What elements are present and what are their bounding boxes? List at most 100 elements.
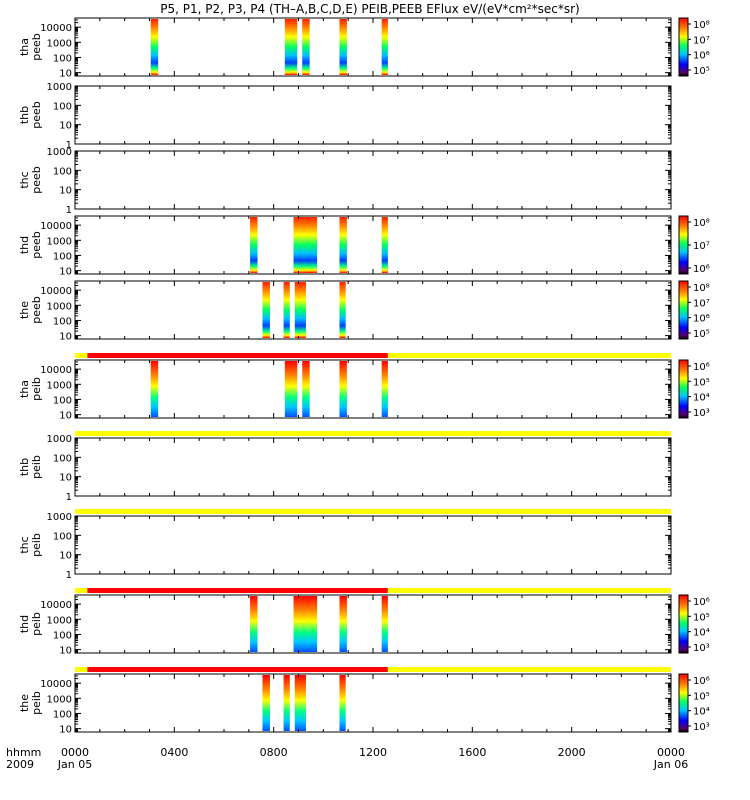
panel-thb-peeb: 1000 100 10 1 thb peeb (18, 82, 672, 151)
data-interval (339, 217, 347, 273)
panel-label-probe: thc (18, 171, 31, 188)
y-tick-label: 10 (59, 332, 72, 343)
data-interval (339, 596, 347, 652)
colorbar (678, 17, 689, 77)
data-interval (293, 596, 318, 652)
panel-frame (74, 17, 672, 77)
colorbar-label: 10⁶ (693, 362, 710, 373)
y-tick-label: 1 (66, 492, 72, 503)
figure-title: P5, P1, P2, P3, P4 (TH–A,B,C,D,E) PEIB,P… (160, 2, 579, 16)
panel-label-product: peib (30, 612, 43, 636)
colorbar (678, 594, 689, 654)
y-tick-label: 100 (53, 630, 72, 641)
colorbar-label: 10⁶ (693, 51, 710, 62)
panel-label-probe: thd (18, 236, 31, 254)
data-interval (250, 596, 258, 652)
panel-label-probe: tha (18, 38, 31, 56)
colorbar-label: 10³ (693, 722, 710, 733)
colorbar-label: 10⁵ (693, 377, 710, 388)
data-interval (294, 675, 306, 731)
y-tick-label: 1000 (47, 380, 72, 391)
panel-tha-peib: 10000 1000 100 10 tha peib 10⁶ 10⁵ 10⁴ 10³ (18, 353, 710, 422)
y-tick-label: 100 (53, 53, 72, 64)
colorbar-label: 10⁴ (693, 393, 710, 404)
x-tick-label: 1200 (359, 746, 387, 759)
colorbar-label: 10⁵ (693, 691, 710, 702)
y-tick-label: 100 (53, 709, 72, 720)
status-segment (75, 667, 88, 672)
colorbar-label: 10³ (693, 643, 710, 654)
colorbar (678, 215, 689, 275)
status-segment (87, 667, 388, 672)
colorbar-label: 10⁷ (693, 298, 710, 309)
y-tick-label: 10000 (40, 679, 72, 690)
y-tick-label: 1000 (47, 434, 72, 445)
y-tick-label: 100 (53, 166, 72, 177)
x-tick-label: 0000 (657, 746, 685, 759)
colorbar-label: 10⁴ (693, 707, 710, 718)
x-tick-label: 1600 (458, 746, 486, 759)
status-segment (75, 431, 671, 436)
panel-the-peeb: 10000 1000 100 10 the peeb 10⁸ 10⁷ 10⁶ 10⁵ (18, 280, 710, 343)
status-segment (387, 667, 671, 672)
y-tick-label: 1000 (47, 236, 72, 247)
panel-thc-peeb: 1000 100 10 1 thc peeb (18, 147, 672, 216)
status-segment (75, 588, 88, 593)
y-tick-label: 10000 (40, 221, 72, 232)
status-segment (87, 353, 388, 358)
y-tick-label: 1 (66, 205, 72, 216)
data-interval (262, 675, 270, 731)
data-interval (339, 282, 346, 338)
y-tick-label: 10 (59, 725, 72, 736)
colorbar-label: 10⁷ (693, 241, 710, 252)
y-tick-label: 100 (53, 531, 72, 542)
data-interval (339, 361, 347, 417)
data-interval (302, 361, 310, 417)
panel-frame (74, 437, 672, 497)
colorbar-label: 10⁴ (693, 628, 710, 639)
x-tick-label: 0000 (61, 746, 89, 759)
y-tick-label: 10 (59, 551, 72, 562)
end-date-label: Jan 06 (653, 758, 688, 771)
y-tick-label: 100 (53, 453, 72, 464)
colorbar-label: 10⁸ (693, 283, 710, 294)
data-interval (283, 675, 290, 731)
panel-frame (74, 673, 672, 733)
colorbar-label: 10⁵ (693, 66, 710, 77)
panel-frame (74, 594, 672, 654)
data-interval (339, 19, 347, 75)
panel-label-product: peib (30, 377, 43, 401)
panel-thb-peib: 1000 100 10 1 thb peib (18, 431, 672, 503)
data-interval (150, 361, 159, 417)
data-interval (284, 361, 298, 417)
y-tick-label: 1000 (47, 512, 72, 523)
status-segment (75, 353, 88, 358)
y-tick-label: 10 (59, 186, 72, 197)
panel-frame (74, 280, 672, 340)
y-tick-label: 10000 (40, 23, 72, 34)
x-tick-label: 0400 (160, 746, 188, 759)
data-interval (381, 361, 388, 417)
data-interval (302, 19, 310, 75)
y-tick-label: 100 (53, 251, 72, 262)
y-tick-label: 10 (59, 473, 72, 484)
y-tick-label: 10000 (40, 365, 72, 376)
y-tick-label: 1000 (47, 301, 72, 312)
panel-frame (74, 85, 672, 145)
panel-label-product: peib (30, 455, 43, 479)
colorbar-label: 10³ (693, 408, 710, 419)
data-interval (381, 19, 388, 75)
panel-label-product: peeb (30, 101, 43, 129)
colorbar-label: 10⁶ (693, 597, 710, 608)
panel-label-product: peib (30, 691, 43, 715)
y-tick-label: 1000 (47, 615, 72, 626)
y-tick-label: 10000 (40, 600, 72, 611)
y-tick-label: 10 (59, 267, 72, 278)
colorbar-label: 10⁶ (693, 676, 710, 687)
panel-frame (74, 150, 672, 210)
data-interval (284, 19, 298, 75)
y-tick-label: 10 (59, 69, 72, 80)
panel-label-probe: the (18, 301, 31, 319)
data-interval (250, 217, 258, 273)
